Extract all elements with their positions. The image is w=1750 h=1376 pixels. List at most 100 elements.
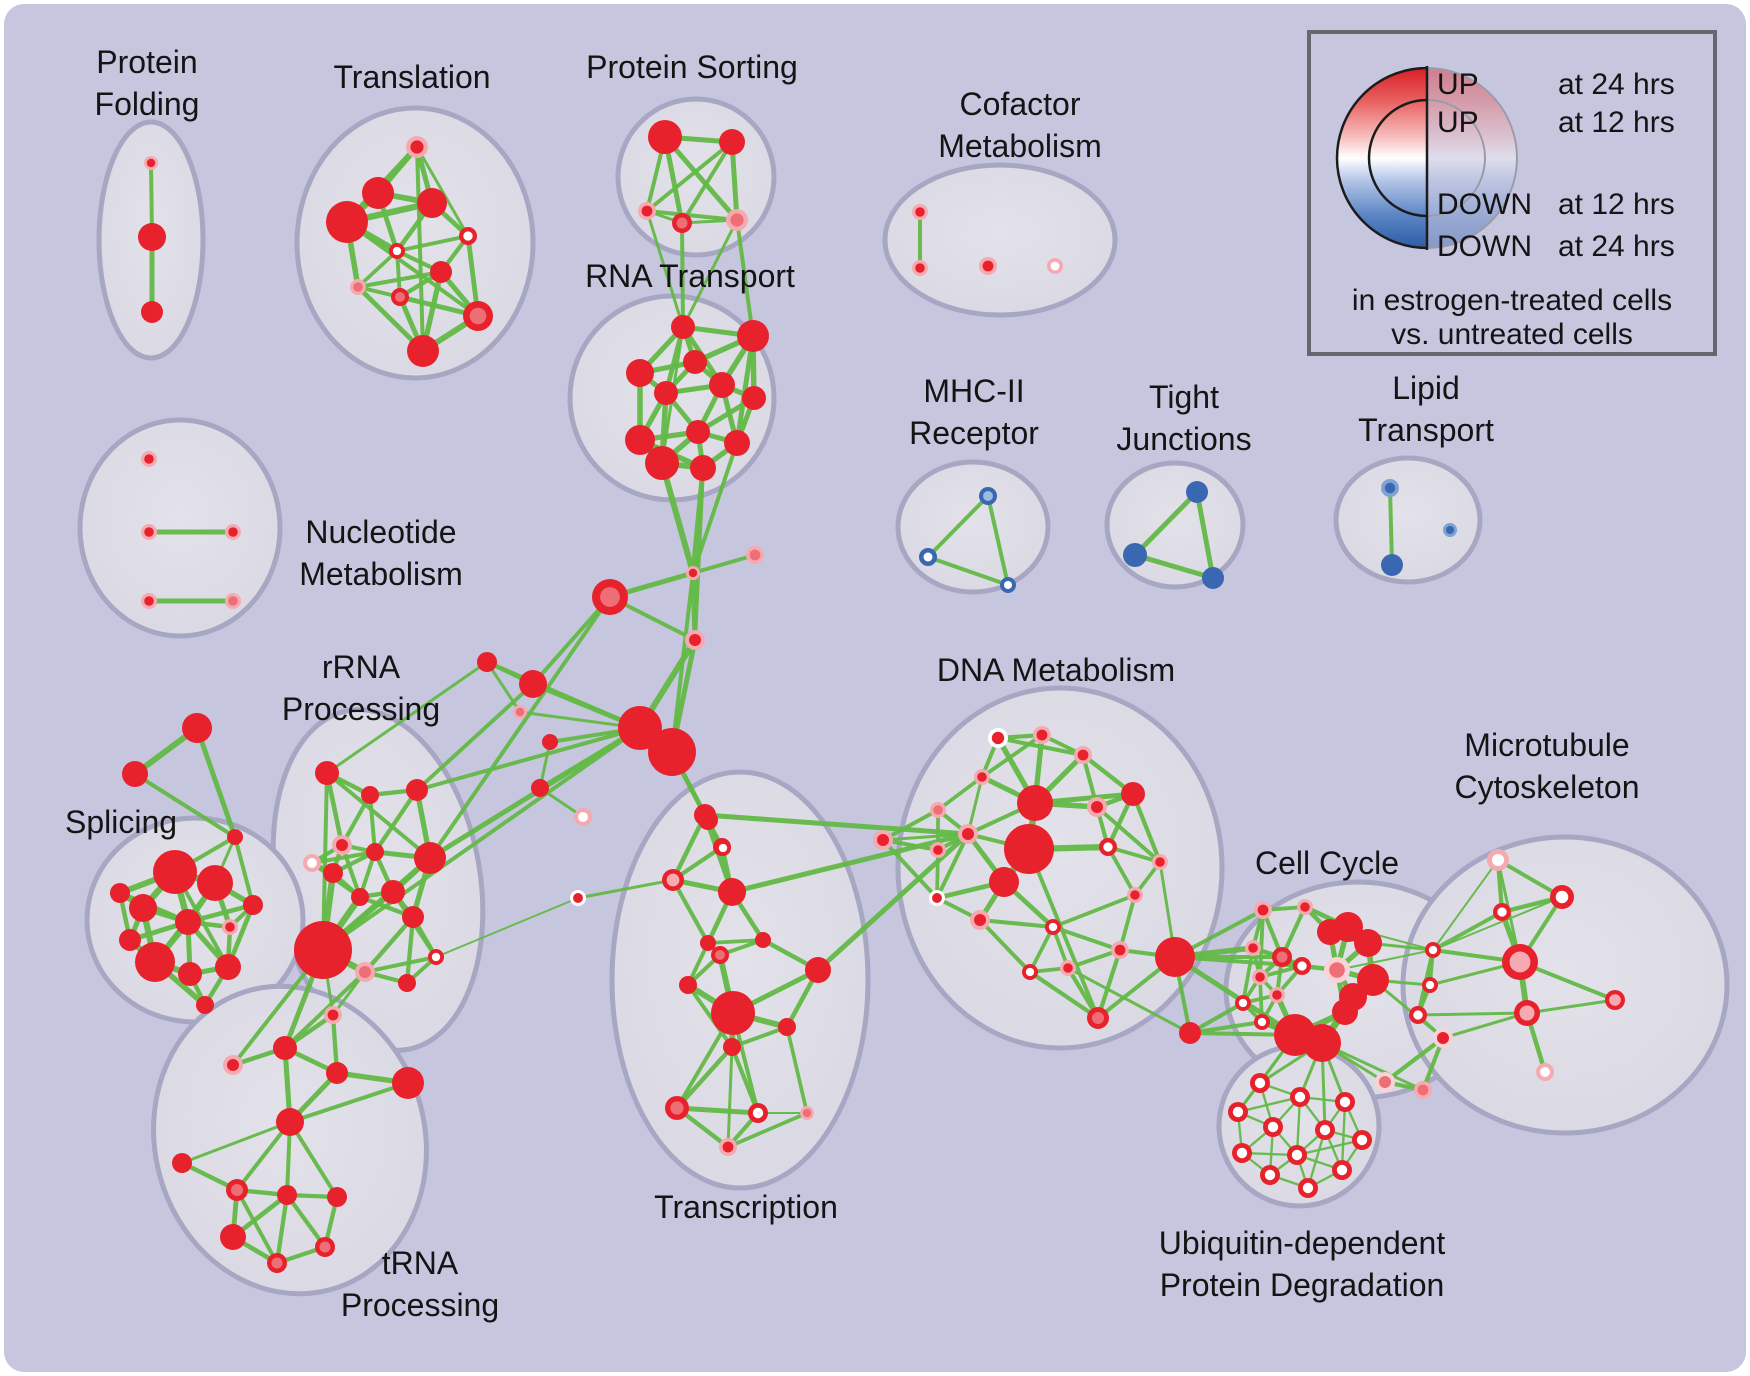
edge-cc0-cc13 bbox=[1258, 908, 1265, 979]
legend-glyph-12-24-right bbox=[1427, 67, 1518, 249]
node-core-st10 bbox=[718, 843, 728, 853]
edge-tn8-tn11 bbox=[284, 1192, 328, 1250]
edge-tn5-tn9 bbox=[288, 1120, 339, 1199]
node-core-tc2 bbox=[666, 873, 680, 887]
node-core-mt5 bbox=[1609, 994, 1621, 1006]
cluster-label-dna-metabolism: DNA Metabolism bbox=[937, 652, 1175, 688]
edge-mt5-mt4 bbox=[1525, 998, 1617, 1015]
node-core-tc4 bbox=[573, 893, 583, 903]
edge-tc4-rr11 bbox=[435, 897, 579, 958]
edge-cc22-cc17 bbox=[1187, 1019, 1265, 1036]
node-core-cc13 bbox=[1255, 972, 1265, 982]
node-tc3 bbox=[718, 878, 746, 906]
edge-dm14-dm22 bbox=[934, 831, 971, 901]
node-rt11 bbox=[690, 455, 716, 481]
node-dm7 bbox=[1017, 785, 1053, 821]
edge-rr13-tn1 bbox=[283, 970, 367, 1050]
node-tc7 bbox=[755, 932, 771, 948]
legend-up-24-dir: UP bbox=[1437, 68, 1479, 101]
edge-tc3-dm22 bbox=[729, 831, 971, 895]
edge-dm16-dm20 bbox=[1051, 925, 1122, 952]
legend-caption-line2: vs. untreated cells bbox=[1391, 318, 1633, 351]
node-core-dm19 bbox=[1091, 1011, 1105, 1025]
cluster-label-rrna-processing: rRNA Processing bbox=[282, 649, 440, 727]
edge-cc18-mt4 bbox=[1441, 1011, 1529, 1040]
edge-mh0-mh2 bbox=[986, 494, 1010, 587]
node-rt5 bbox=[654, 381, 678, 405]
node-core-cc15 bbox=[1272, 990, 1282, 1000]
node-cc21 bbox=[1155, 937, 1195, 977]
node-core-ub4 bbox=[1267, 1121, 1279, 1133]
edge-st12-st2 bbox=[531, 595, 612, 686]
edge-st4-rr12 bbox=[321, 726, 642, 952]
node-core-ub0 bbox=[1254, 1077, 1266, 1089]
edge-dm16-dm18 bbox=[1028, 925, 1055, 974]
node-core-tn0 bbox=[327, 1009, 339, 1021]
edge-ps1-ps4 bbox=[729, 139, 740, 223]
node-rt6 bbox=[742, 386, 766, 410]
node-core-tn11 bbox=[319, 1241, 331, 1253]
edge-rr4-rr5 bbox=[309, 849, 378, 866]
node-st9 bbox=[698, 810, 718, 830]
node-rt1 bbox=[737, 320, 769, 352]
node-sp9 bbox=[215, 954, 241, 980]
cluster-ellipse-cofactor-metabolism bbox=[882, 162, 1118, 318]
edge-dm19-dm20 bbox=[1095, 947, 1123, 1021]
node-tc9 bbox=[679, 976, 697, 994]
node-core-nm1 bbox=[144, 527, 154, 537]
node-core-mt8 bbox=[1413, 1010, 1423, 1020]
edge-tj1-tj2 bbox=[1132, 552, 1216, 581]
node-tn3 bbox=[326, 1062, 348, 1084]
edge-st0-st1 bbox=[691, 553, 757, 575]
node-core-nm2 bbox=[228, 527, 238, 537]
node-st6 bbox=[542, 734, 558, 750]
edge-dm15-dm18 bbox=[977, 917, 1033, 975]
node-core-dm16 bbox=[1048, 922, 1058, 932]
edge-rr0-rr3 bbox=[324, 770, 345, 848]
node-sp5 bbox=[110, 883, 130, 903]
node-sp6 bbox=[243, 895, 263, 915]
node-core-dm22 bbox=[962, 828, 974, 840]
edge-mt8-mt4 bbox=[1416, 1011, 1529, 1017]
edge-tc2-tc5 bbox=[670, 877, 711, 946]
edge-ps4-rt0 bbox=[681, 218, 739, 329]
node-cc22 bbox=[1179, 1022, 1201, 1044]
node-st12 bbox=[519, 670, 547, 698]
edge-tc13-tc14 bbox=[674, 1105, 761, 1116]
edge-tc4-tc2 bbox=[576, 878, 675, 900]
node-rt8 bbox=[625, 425, 655, 455]
node-core-tr9 bbox=[469, 307, 487, 325]
node-core-dm21 bbox=[1130, 890, 1140, 900]
edge-dm12-dm21 bbox=[1106, 845, 1137, 897]
edge-tr0-tr4 bbox=[415, 145, 470, 238]
edge-tr5-tr7 bbox=[356, 249, 399, 289]
edge-tr4-tr5 bbox=[395, 234, 470, 253]
node-core-mt1 bbox=[1555, 890, 1569, 904]
node-rt3 bbox=[683, 350, 707, 374]
edge-ps0-ps4 bbox=[662, 134, 740, 223]
node-core-pf0 bbox=[146, 158, 156, 168]
node-pf2 bbox=[141, 301, 163, 323]
edge-rt1-rt9 bbox=[734, 333, 756, 446]
edge-ub11-ub5 bbox=[1306, 1128, 1327, 1190]
node-sp0 bbox=[153, 850, 197, 894]
node-tj0 bbox=[1186, 481, 1208, 503]
node-cc4 bbox=[1354, 929, 1382, 957]
node-core-cc16 bbox=[1329, 962, 1345, 978]
edge-st11-rr0 bbox=[325, 660, 489, 775]
edge-tc12-tc14 bbox=[729, 1044, 761, 1116]
node-cc9 bbox=[1303, 1024, 1341, 1062]
edge-dm21-dm16 bbox=[1051, 893, 1137, 929]
node-core-st1 bbox=[749, 549, 761, 561]
edge-dm12-dm13 bbox=[1106, 845, 1162, 864]
edge-tg0-tg2 bbox=[194, 725, 238, 840]
cluster-labels: Protein Folding Translation Protein Sorting… bbox=[65, 44, 1640, 1323]
node-tc10 bbox=[711, 991, 755, 1035]
node-core-cf2 bbox=[982, 260, 994, 272]
node-dm10 bbox=[1121, 782, 1145, 806]
legend-glyph-right-outline bbox=[1427, 67, 1518, 249]
edge-cc16-mt6 bbox=[1336, 949, 1434, 971]
node-core-mt4 bbox=[1519, 1005, 1535, 1021]
legend-up-12-dir: UP bbox=[1437, 106, 1479, 139]
edge-tn5-tn7 bbox=[235, 1120, 292, 1192]
